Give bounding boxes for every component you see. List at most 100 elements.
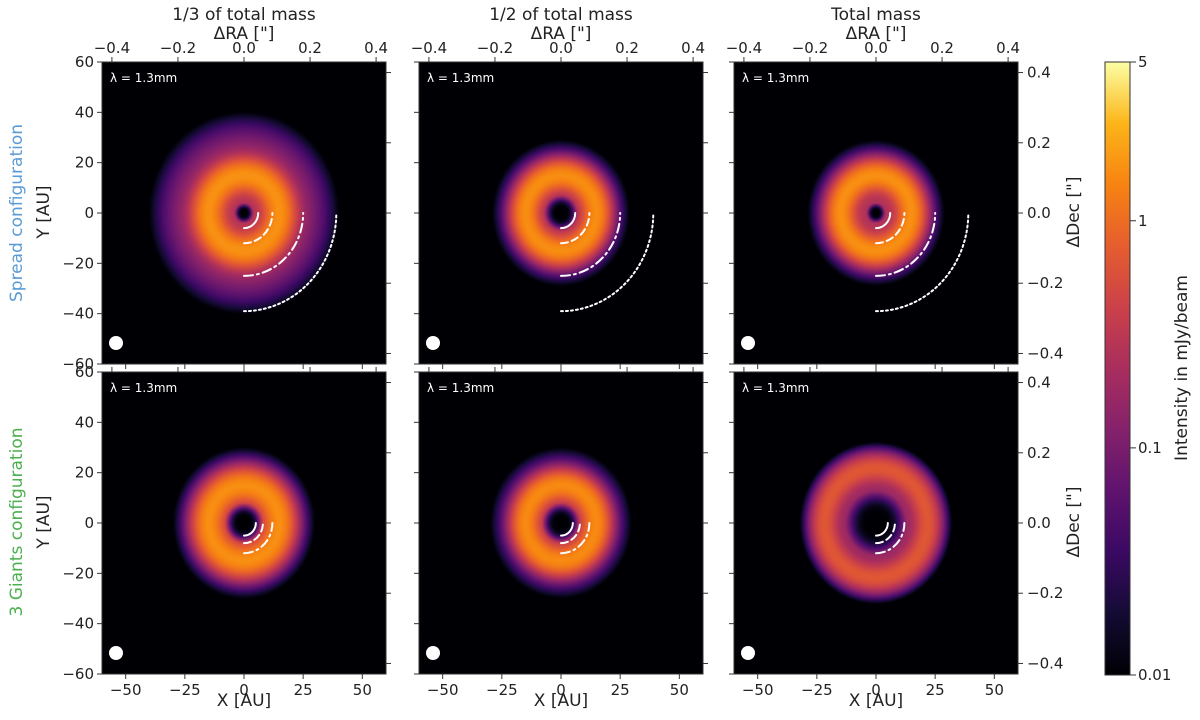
top-tick-label: −0.2 [477, 39, 513, 57]
row-label-giants: 3 Giants configuration [7, 427, 27, 616]
column-title-1: 1/3 of total mass [172, 5, 316, 25]
panel-ticks-4: −50 −25 0 25 50 60 40 20 0 −20 −40 −60 [62, 363, 391, 699]
colorbar-gradient [1104, 61, 1131, 676]
x-tick-label: 50 [353, 681, 372, 699]
planet-orbit-arc-3 [560, 212, 622, 277]
colorbar: 5 1 0.1 0.01 Intensity in mJy/beam [1104, 53, 1192, 684]
top-tick-label: 0.4 [681, 39, 705, 57]
x-axis-label-3: X [AU] [849, 691, 903, 711]
right-tick-label: −0.4 [1027, 654, 1063, 672]
right-tick-label: −0.2 [1027, 584, 1063, 602]
top-tick-label: −0.2 [160, 39, 196, 57]
top-tick-label: 0.2 [930, 39, 954, 57]
y-tick-label: 60 [75, 53, 94, 71]
planet-orbit-arc-4 [243, 212, 338, 313]
right-axis-label-bottom: ΔDec ["] [1064, 486, 1084, 557]
top-tick-label: −0.4 [726, 39, 762, 57]
planet-orbit-arc-4 [560, 212, 655, 313]
colorbar-tick-label: 0.01 [1138, 666, 1171, 684]
planet-orbit-arc-3 [560, 522, 591, 555]
wavelength-label: λ = 1.3mm [742, 71, 809, 85]
panel-ticks-5: −50 −25 0 25 50 [414, 367, 708, 699]
x-tick-label: 0 [239, 681, 249, 699]
panel-ticks-3: −0.4 −0.2 0.0 0.2 0.4 0.4 0.2 0.0 −0.2 −0.4 [726, 39, 1063, 369]
y-tick-label: −40 [62, 615, 94, 633]
top-axis-label-3: ΔRA ["] [846, 24, 907, 44]
planet-orbit-arc-1 [243, 212, 260, 230]
x-tick-label: −25 [486, 681, 518, 699]
y-tick-label: 20 [75, 154, 94, 172]
disc-intensity-map [734, 372, 1018, 674]
wavelength-label: λ = 1.3mm [742, 381, 809, 395]
planet-orbit-arc-3 [243, 522, 274, 555]
panel-grid: λ = 1.3mm λ = 1.3mm λ = 1.3mm λ = 1.3mm λ = … [101, 61, 1019, 675]
colorbar-tick-label: 0.1 [1138, 439, 1162, 457]
wavelength-label: λ = 1.3mm [427, 381, 494, 395]
axes-layer: 60 40 20 0 −20 −40 −60 −0.4 −0.2 0.0 0.2 0.4 −0.4 −0.… [62, 39, 1063, 699]
y-tick-label: 60 [75, 363, 94, 381]
y-tick-label: 40 [75, 413, 94, 431]
right-tick-label: −0.2 [1027, 274, 1063, 292]
planet-orbit-arc-1 [875, 212, 892, 230]
right-tick-label: 0.2 [1027, 134, 1051, 152]
top-tick-label: 0.4 [996, 39, 1020, 57]
right-tick-label: 0.2 [1027, 444, 1051, 462]
top-tick-label: −0.2 [792, 39, 828, 57]
x-tick-label: 25 [294, 681, 313, 699]
panel-ticks-1: 60 40 20 0 −20 −40 −60 −0.4 −0.2 0.0 0.2 0.4 [62, 39, 391, 373]
planet-orbit-arc-1 [560, 212, 577, 230]
x-tick-label: 25 [611, 681, 630, 699]
x-tick-label: 50 [670, 681, 689, 699]
top-axis-label-1: ΔRA ["] [214, 24, 275, 44]
column-title-3: Total mass [830, 5, 921, 25]
top-tick-label: 0.0 [232, 39, 256, 57]
panel-1-2: λ = 1.3mm [418, 61, 704, 365]
row-label-spread: Spread configuration [7, 124, 27, 302]
y-tick-label: −60 [62, 355, 94, 373]
top-tick-label: 0.0 [864, 39, 888, 57]
beam-ellipse [426, 336, 440, 350]
beam-ellipse [741, 336, 755, 350]
beam-ellipse [741, 646, 755, 660]
right-tick-label: 0.0 [1027, 514, 1051, 532]
panel-1-1: λ = 1.3mm [101, 61, 387, 365]
x-tick-label: −50 [427, 681, 459, 699]
top-tick-label: 0.0 [549, 39, 573, 57]
colorbar-label: Intensity in mJy/beam [1172, 275, 1192, 461]
disc-intensity-map [102, 62, 386, 364]
colorbar-tick-label: 5 [1138, 53, 1148, 71]
y-tick-label: −40 [62, 305, 94, 323]
planet-orbit-arc-2 [560, 522, 581, 545]
y-axis-label-bottom: Y [AU] [34, 495, 54, 549]
planet-orbit-arc-3 [875, 212, 937, 277]
right-tick-label: −0.4 [1027, 344, 1063, 362]
panel-ticks-2: −0.4 −0.2 0.0 0.2 0.4 [411, 39, 708, 369]
planet-orbit-arc-1 [875, 522, 889, 537]
disc-intensity-map [734, 62, 1018, 364]
wavelength-label: λ = 1.3mm [427, 71, 494, 85]
planet-orbit-arc-3 [243, 212, 305, 277]
planet-orbit-arc-2 [243, 212, 274, 245]
planet-orbit-arc-2 [875, 522, 896, 545]
wavelength-label: λ = 1.3mm [110, 71, 177, 85]
y-tick-label: −20 [62, 564, 94, 582]
planet-orbit-arc-3 [875, 522, 906, 555]
disc-intensity-map [102, 372, 386, 674]
right-tick-label: 0.0 [1027, 204, 1051, 222]
planet-orbit-arc-2 [243, 522, 264, 545]
y-tick-label: 0 [84, 514, 94, 532]
y-tick-label: −20 [62, 254, 94, 272]
right-axis-label-top: ΔDec ["] [1064, 176, 1084, 247]
colorbar-tick-label: 1 [1138, 212, 1148, 230]
x-tick-label: −50 [110, 681, 142, 699]
panel-2-3: λ = 1.3mm [733, 371, 1019, 675]
x-tick-label: −25 [801, 681, 833, 699]
panel-ticks-6: −50 −25 0 25 50 0.4 0.2 0.0 −0.2 −0.4 [729, 367, 1063, 699]
beam-ellipse [109, 336, 123, 350]
disc-intensity-map [419, 62, 703, 364]
top-axis-label-2: ΔRA ["] [531, 24, 592, 44]
right-tick-label: 0.4 [1027, 374, 1051, 392]
x-tick-label: 25 [926, 681, 945, 699]
x-tick-label: −50 [742, 681, 774, 699]
